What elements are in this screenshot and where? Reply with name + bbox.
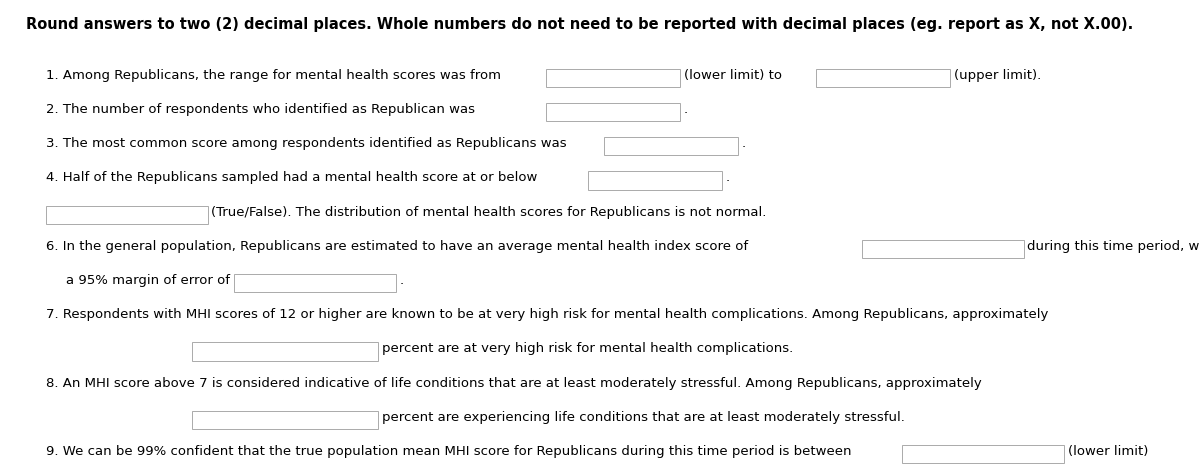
Text: 7. Respondents with MHI scores of 12 or higher are known to be at very high risk: 7. Respondents with MHI scores of 12 or … bbox=[46, 308, 1048, 321]
Text: .: . bbox=[400, 274, 403, 287]
Text: (upper limit).: (upper limit). bbox=[954, 69, 1042, 82]
Bar bbox=[546, 69, 680, 87]
Text: .: . bbox=[684, 103, 688, 116]
Text: 1. Among Republicans, the range for mental health scores was from: 1. Among Republicans, the range for ment… bbox=[46, 69, 500, 82]
Text: 2. The number of respondents who identified as Republican was: 2. The number of respondents who identif… bbox=[46, 103, 475, 116]
Text: 3. The most common score among respondents identified as Republicans was: 3. The most common score among responden… bbox=[46, 137, 566, 150]
Bar bbox=[46, 206, 208, 224]
Text: a 95% margin of error of: a 95% margin of error of bbox=[66, 274, 230, 287]
Bar bbox=[588, 171, 722, 190]
Text: (lower limit): (lower limit) bbox=[1068, 445, 1148, 458]
Text: 9. We can be 99% confident that the true population mean MHI score for Republica: 9. We can be 99% confident that the true… bbox=[46, 445, 851, 458]
Text: .: . bbox=[742, 137, 745, 150]
Bar bbox=[192, 411, 378, 429]
Bar bbox=[816, 69, 950, 87]
Bar bbox=[902, 445, 1064, 463]
Text: (True/False). The distribution of mental health scores for Republicans is not no: (True/False). The distribution of mental… bbox=[211, 206, 767, 219]
Bar bbox=[234, 274, 396, 292]
Text: .: . bbox=[726, 171, 730, 184]
Text: Round answers to two (2) decimal places. Whole numbers do not need to be reporte: Round answers to two (2) decimal places.… bbox=[26, 17, 1134, 32]
Text: percent are experiencing life conditions that are at least moderately stressful.: percent are experiencing life conditions… bbox=[382, 411, 905, 424]
Text: 8. An MHI score above 7 is considered indicative of life conditions that are at : 8. An MHI score above 7 is considered in… bbox=[46, 377, 982, 389]
Text: percent are at very high risk for mental health complications.: percent are at very high risk for mental… bbox=[382, 342, 793, 355]
Text: (lower limit) to: (lower limit) to bbox=[684, 69, 782, 82]
Text: during this time period, with: during this time period, with bbox=[1027, 240, 1200, 253]
Bar bbox=[192, 342, 378, 361]
Bar bbox=[604, 137, 738, 155]
Bar bbox=[862, 240, 1024, 258]
Bar bbox=[546, 103, 680, 121]
Text: 6. In the general population, Republicans are estimated to have an average menta: 6. In the general population, Republican… bbox=[46, 240, 748, 253]
Text: 4. Half of the Republicans sampled had a mental health score at or below: 4. Half of the Republicans sampled had a… bbox=[46, 171, 536, 184]
